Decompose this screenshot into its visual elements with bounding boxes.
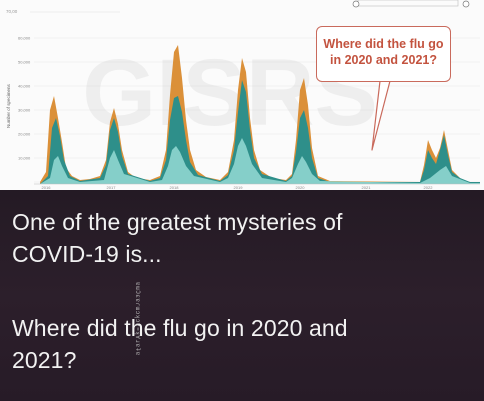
y-tick-label: 40,000 bbox=[18, 84, 31, 89]
caption-panel: One of the greatest mysteries of COVID-1… bbox=[0, 190, 484, 401]
y-tick-label: 10,000 bbox=[18, 156, 31, 161]
caption-line-2: COVID-19 is... bbox=[12, 241, 162, 267]
caption-line-3: Where did the flu go in 2020 and bbox=[12, 315, 348, 341]
caption-line-4: 2021? bbox=[12, 347, 77, 373]
x-tick-label: 2018 bbox=[170, 185, 180, 190]
caption-line-1: One of the greatest mysteries of bbox=[12, 209, 343, 235]
x-tick-label: 2017 bbox=[107, 185, 117, 190]
top-value-label: 70,00 bbox=[6, 9, 18, 14]
callout-line-2: in 2020 and 2021? bbox=[329, 53, 437, 67]
x-tick-label: 2019 bbox=[234, 185, 244, 190]
callout-box: Where did the flu go in 2020 and 2021? bbox=[316, 26, 451, 82]
y-tick-label: 50,000 bbox=[18, 60, 31, 65]
x-tick-label: 2020 bbox=[296, 185, 306, 190]
y-tick-label: 60,000 bbox=[18, 36, 31, 41]
x-tick-label: 2021 bbox=[362, 185, 372, 190]
y-tick-label: 30,000 bbox=[18, 108, 31, 113]
y-tick-label: 20,000 bbox=[18, 132, 31, 137]
legend-box bbox=[357, 0, 459, 7]
vertical-watermark: ɐɯƆɛɐɾɯɔʞɔɐ≈ʞ∀ɹɐʇɐ bbox=[134, 282, 141, 356]
x-tick-label: 2022 bbox=[424, 185, 434, 190]
legend-marker bbox=[462, 0, 470, 8]
x-tick-label: 2016 bbox=[42, 185, 52, 190]
y-axis-title: Number of specimens bbox=[6, 83, 11, 128]
callout-line-1: Where did the flu go bbox=[323, 37, 444, 51]
series-light-teal bbox=[40, 138, 480, 184]
chart-image: 70,00 10,000 20,000 30,000 40,000 50,000 60,0… bbox=[0, 0, 484, 190]
legend-marker bbox=[352, 0, 360, 8]
flu-chart: 70,00 10,000 20,000 30,000 40,000 50,000 60,0… bbox=[6, 0, 480, 190]
